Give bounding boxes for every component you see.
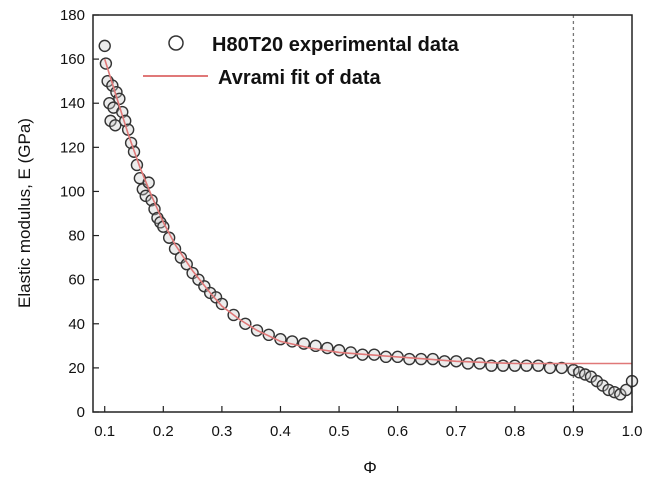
x-tick-label-2: 0.3 — [211, 423, 232, 440]
plot-frame — [92, 14, 633, 413]
experimental-point-56 — [473, 357, 486, 370]
y-tick-label-2: 40 — [68, 316, 85, 333]
experimental-point-61 — [532, 359, 545, 372]
experimental-point-63 — [555, 361, 568, 375]
x-tick-label-6: 0.7 — [446, 423, 467, 440]
series-layer — [98, 39, 639, 401]
x-tick-label-3: 0.4 — [270, 423, 291, 440]
legend-label-fit: Avrami fit of data — [218, 67, 381, 89]
y-tick-label-9: 180 — [60, 7, 85, 24]
x-axis-label: Φ — [363, 458, 377, 477]
x-tick-label-7: 0.8 — [504, 423, 525, 440]
experimental-point-50 — [403, 352, 416, 366]
legend-marker-experimental — [168, 35, 184, 51]
y-tick-label-6: 120 — [60, 139, 85, 156]
legend: H80T20 experimental data Avrami fit of d… — [143, 34, 460, 89]
y-tick-label-4: 80 — [68, 228, 85, 245]
experimental-point-0 — [98, 39, 111, 53]
y-tick-label-7: 140 — [60, 95, 85, 112]
experimental-point-55 — [461, 357, 475, 370]
experimental-point-44 — [332, 344, 346, 357]
experimental-point-34 — [215, 297, 229, 311]
x-tick-label-4: 0.5 — [329, 423, 350, 440]
x-tick-label-9: 1.0 — [622, 423, 643, 440]
y-tick-label-1: 20 — [68, 360, 85, 377]
experimental-point-59 — [508, 359, 522, 372]
y-tick-label-0: 0 — [77, 404, 85, 421]
legend-label-experimental: H80T20 experimental data — [212, 34, 460, 56]
y-tick-label-5: 100 — [60, 183, 85, 200]
experimental-point-60 — [520, 359, 533, 372]
y-axis-label: Elastic modulus, E (GPa) — [15, 118, 34, 308]
avrami-fit-line — [103, 58, 632, 365]
y-tick-label-8: 160 — [60, 51, 85, 68]
experimental-point-62 — [543, 361, 557, 375]
experimental-point-58 — [496, 359, 510, 372]
y-tick-label-3: 60 — [68, 272, 85, 289]
experimental-point-7 — [109, 119, 122, 132]
x-tick-label-5: 0.6 — [387, 423, 408, 440]
x-tick-label-8: 0.9 — [563, 423, 584, 440]
tick-layer: 0.1 0.2 0.3 0.4 0.5 0.6 0.7 0.8 0.9 1.0 0 20 40 60 80 1… — [60, 7, 642, 440]
x-tick-label-0: 0.1 — [94, 423, 115, 440]
x-tick-label-1: 0.2 — [153, 423, 174, 440]
